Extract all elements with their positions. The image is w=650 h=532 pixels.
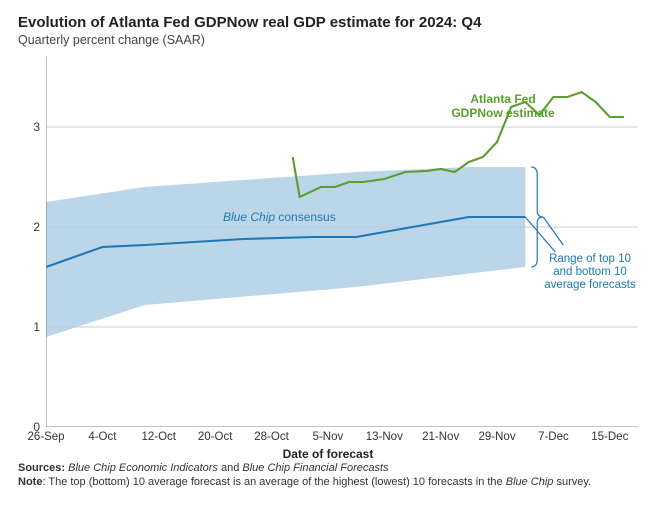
annotation-gdpnow-l1: Atlanta Fed [470, 92, 535, 106]
x-tick-label: 29-Nov [479, 431, 516, 443]
sources-label: Sources: [18, 462, 65, 474]
sources-text2: Blue Chip Financial Forecasts [242, 462, 388, 474]
x-tick-label: 20-Oct [198, 431, 233, 443]
annotation-range: Range of top 10 and bottom 10 average fo… [534, 253, 646, 293]
x-tick-label: 5-Nov [313, 431, 344, 443]
annotation-range-l2: and bottom 10 [553, 266, 627, 278]
annotation-gdpnow-l2: GDPNow estimate [451, 106, 554, 120]
annotation-bluechip-italic: Blue Chip [223, 210, 275, 224]
chart-subtitle: Quarterly percent change (SAAR) [18, 33, 638, 47]
annotation-gdpnow: Atlanta Fed GDPNow estimate [438, 93, 568, 121]
y-axis-labels: 0123 [18, 57, 44, 457]
chart-area: 0123 26-Sep4-Oct12-Oct20-Oct28-Oct5-Nov1… [18, 57, 638, 457]
note-italic: Blue Chip [506, 476, 554, 488]
note-text2: survey. [553, 476, 591, 488]
note-label: Note [18, 476, 42, 488]
x-tick-label: 7-Dec [538, 431, 569, 443]
y-tick-label: 3 [18, 120, 40, 134]
x-tick-label: 21-Nov [422, 431, 459, 443]
y-tick-label: 2 [18, 220, 40, 234]
chart-title: Evolution of Atlanta Fed GDPNow real GDP… [18, 14, 638, 31]
sources-text1: Blue Chip Economic Indicators [68, 462, 218, 474]
annotation-range-l1: Range of top 10 [549, 253, 631, 265]
x-tick-label: 13-Nov [366, 431, 403, 443]
x-tick-label: 12-Oct [141, 431, 176, 443]
annotation-bluechip: Blue Chip consensus [223, 211, 336, 225]
chart-container: Evolution of Atlanta Fed GDPNow real GDP… [0, 0, 650, 532]
x-tick-label: 26-Sep [27, 431, 64, 443]
annotation-range-l3: average forecasts [544, 279, 635, 291]
note-text: : The top (bottom) 10 average forecast i… [42, 476, 505, 488]
x-tick-label: 4-Oct [88, 431, 116, 443]
annotation-bluechip-suffix: consensus [275, 210, 336, 224]
x-axis-title: Date of forecast [18, 447, 638, 461]
sources-and: and [218, 462, 242, 474]
x-tick-label: 28-Oct [254, 431, 289, 443]
y-tick-label: 1 [18, 320, 40, 334]
x-tick-label: 15-Dec [591, 431, 628, 443]
chart-footer: Sources: Blue Chip Economic Indicators a… [18, 461, 638, 490]
